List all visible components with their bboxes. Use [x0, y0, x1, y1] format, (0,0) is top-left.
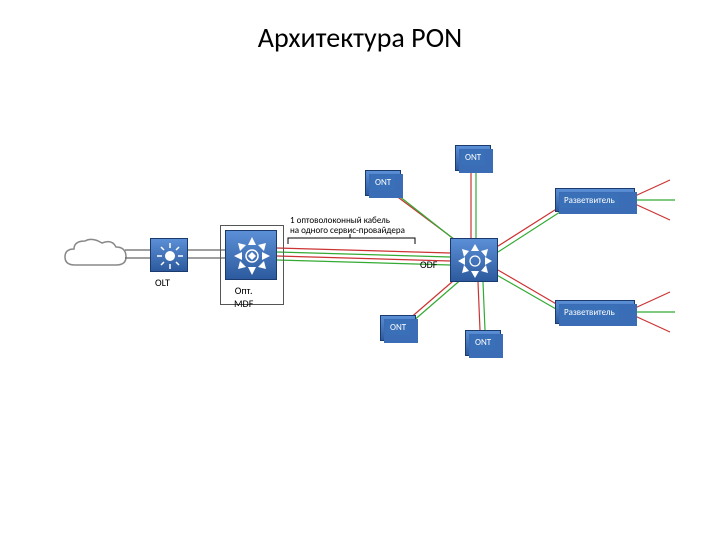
- olt-node: [150, 238, 188, 272]
- ont3-label: ONT: [386, 320, 410, 335]
- ont1-label: ONT: [371, 175, 395, 190]
- sun-icon: [151, 239, 189, 273]
- splitter1-label: Разветвитель: [560, 193, 619, 208]
- olt-label: OLT: [155, 276, 170, 289]
- page-title: Архитектура PON: [0, 20, 720, 55]
- pon-architecture-diagram: OLT Опт. MDF 1 оптоволоконный кабель на …: [60, 130, 680, 410]
- fiber-caption: 1 оптоволоконный кабель на одного сервис…: [290, 216, 405, 236]
- odf-node: [450, 238, 498, 282]
- ont2-label: ONT: [461, 150, 485, 165]
- mdf-label: Опт. MDF: [234, 284, 253, 310]
- odf-label: ODF: [420, 258, 437, 271]
- cloud-icon: [60, 235, 130, 275]
- ont4-label: ONT: [471, 335, 495, 350]
- arrows-icon: [226, 231, 278, 281]
- splitter2-label: Разветвитель: [560, 305, 619, 320]
- arrows-icon: [451, 239, 499, 283]
- mdf-node: [225, 230, 277, 280]
